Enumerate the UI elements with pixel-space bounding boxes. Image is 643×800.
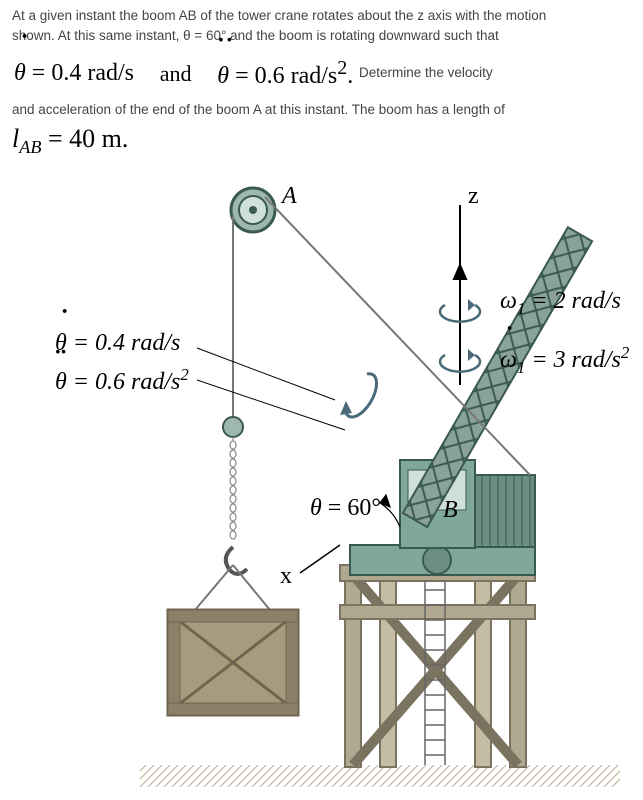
chain — [230, 437, 236, 539]
problem-line1: At a given instant the boom AB of the to… — [12, 8, 546, 23]
crane-figure: A z B x θ = 0.4 rad/s θ = 0.6 rad/s2 θ =… — [0, 175, 643, 795]
label-theta-ddot: θ = 0.6 rad/s2 — [55, 365, 189, 396]
and-word: and — [158, 61, 194, 86]
theta-ddot-eq: θ = 0.6 rad/s2. — [197, 63, 355, 89]
length-eq: lAB = 40 m. — [12, 124, 643, 158]
pulley-a — [231, 188, 275, 232]
back-cable — [265, 197, 530, 475]
theta-dot-eq: θ = 0.4 rad/s — [12, 60, 154, 86]
crate — [168, 610, 298, 715]
z-axis — [454, 205, 466, 385]
problem-line2a: shown. At this same instant, θ = 60° and… — [12, 28, 499, 43]
x-axis — [300, 545, 340, 573]
label-z: z — [468, 183, 479, 210]
problem-statement: At a given instant the boom AB of the to… — [0, 0, 643, 120]
label-A: A — [282, 183, 297, 210]
tower — [340, 565, 535, 767]
hook-pulley — [223, 417, 243, 437]
theta-arc — [380, 495, 400, 527]
problem-line3: and acceleration of the end of the boom … — [12, 100, 505, 120]
label-x: x — [280, 563, 292, 590]
boom-rotation-arrow — [340, 374, 377, 417]
label-omega1: ω1 = 2 rad/s — [500, 288, 621, 319]
ground — [140, 765, 620, 787]
label-theta-dot: θ = 0.4 rad/s — [55, 330, 180, 357]
label-theta: θ = 60° — [310, 495, 381, 522]
label-B: B — [443, 497, 458, 524]
problem-line2-tail: Determine the velocity — [359, 65, 493, 80]
label-omega1-dot: ω1 = 3 rad/s2 — [500, 343, 629, 378]
